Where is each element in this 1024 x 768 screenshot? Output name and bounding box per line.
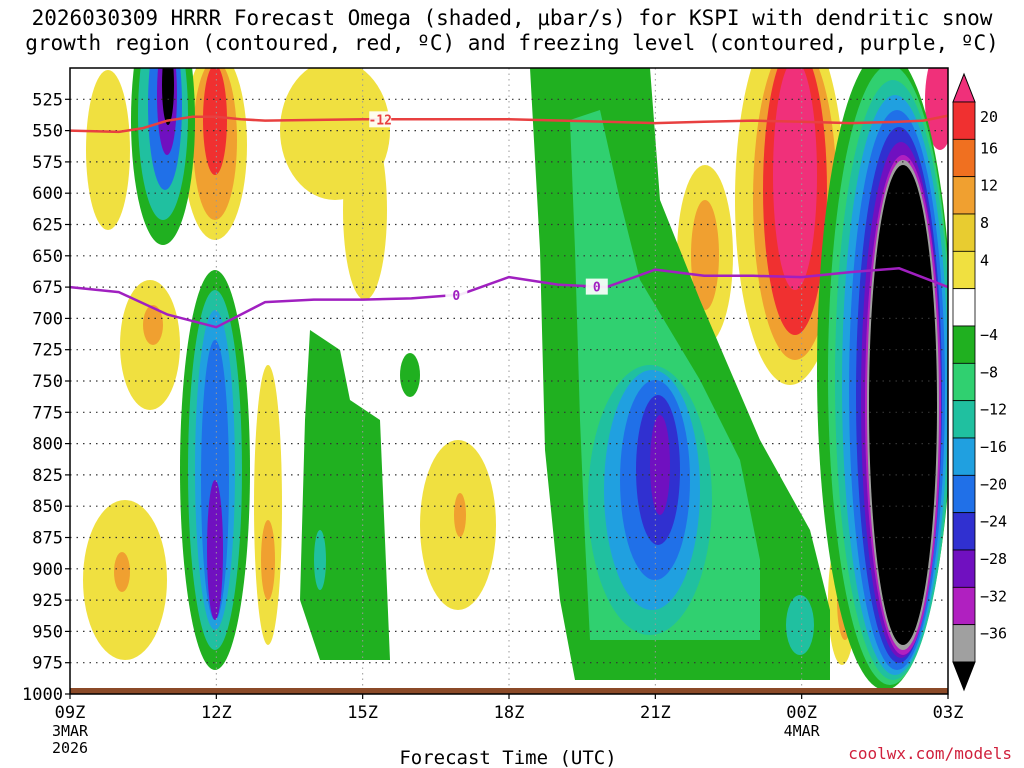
colorbar-swatch xyxy=(952,138,976,178)
y-tick-label: 800 xyxy=(32,435,63,455)
contour-label-bg xyxy=(369,111,392,128)
colorbar-label: −12 xyxy=(980,401,1007,419)
y-axis: 525 550 575 600 625 650 675 700 725 750 775 800 825 8… xyxy=(22,90,70,705)
colorbar-swatch xyxy=(952,288,976,327)
colorbar-swatch xyxy=(952,512,976,551)
colorbar-label: 8 xyxy=(980,214,989,232)
colorbar-arrow-bottom xyxy=(952,661,976,692)
colorbar-label: −8 xyxy=(980,363,998,381)
omega-positive-regions xyxy=(83,68,948,665)
colorbar-arrow-top xyxy=(952,72,976,103)
contour-line xyxy=(69,114,949,134)
colorbar-label: 20 xyxy=(980,108,998,126)
y-tick-label: 975 xyxy=(32,654,63,674)
x-tick-label: 03Z xyxy=(933,703,964,723)
chart-title-line-1: 2026030309 HRRR Forecast Omega (shaded, … xyxy=(31,6,993,30)
colorbar-swatch xyxy=(952,624,976,663)
contour-label-bg xyxy=(585,278,608,295)
colorbar-label: −28 xyxy=(980,550,1007,568)
y-tick-label: 750 xyxy=(32,372,63,392)
contour-label-bg xyxy=(445,286,468,303)
colorbar-swatch xyxy=(952,474,976,514)
contour-lines: -12 0 0 xyxy=(69,111,949,329)
x-tick-label: 15Z xyxy=(347,703,378,723)
y-tick-label: 675 xyxy=(32,278,63,298)
colorbar-swatch xyxy=(952,549,976,588)
colorbar-swatch xyxy=(952,586,976,626)
y-tick-label: 1000 xyxy=(22,685,63,705)
x-tick-label: 12Z xyxy=(201,703,232,723)
y-tick-label: 775 xyxy=(32,403,63,423)
colorbar-swatch xyxy=(952,325,976,364)
y-tick-label: 725 xyxy=(32,341,63,361)
y-tick-label: 875 xyxy=(32,529,63,549)
y-tick-label: 700 xyxy=(32,309,63,329)
colorbar: 20 16 12 8 4 −4 −8 −12 −16 −20 −24 −28 −32 −36 xyxy=(952,72,1007,692)
credit-link[interactable]: coolwx.com/models xyxy=(848,744,1012,763)
colorbar-swatch xyxy=(952,437,976,476)
contour-line xyxy=(69,267,949,329)
contour-label: -12 xyxy=(368,113,391,128)
colorbar-label: −32 xyxy=(980,587,1007,605)
y-tick-label: 550 xyxy=(32,122,63,142)
x-tick-label: 00Z xyxy=(786,703,817,723)
colorbar-label: 12 xyxy=(980,177,998,195)
colorbar-swatch xyxy=(952,101,976,140)
chart-title-line-2: growth region (contoured, red, ºC) and f… xyxy=(25,31,999,55)
colorbar-label: −4 xyxy=(980,326,998,344)
colorbar-label: −24 xyxy=(980,513,1007,531)
colorbar-label: 4 xyxy=(980,251,989,269)
y-tick-label: 650 xyxy=(32,247,63,267)
contour-label: 0 xyxy=(452,289,460,304)
colorbar-label: −16 xyxy=(980,438,1007,456)
y-tick-label: 900 xyxy=(32,560,63,580)
x-tick-date: 4MAR xyxy=(784,722,821,740)
colorbar-swatch xyxy=(952,362,976,402)
y-tick-label: 600 xyxy=(32,184,63,204)
x-tick-label: 09Z xyxy=(55,703,86,723)
x-tick-label: 18Z xyxy=(494,703,525,723)
x-tick-label: 21Z xyxy=(640,703,671,723)
colorbar-swatch xyxy=(952,400,976,439)
x-tick-year: 2026 xyxy=(52,739,88,757)
y-tick-label: 850 xyxy=(32,497,63,517)
y-tick-label: 575 xyxy=(32,153,63,173)
colorbar-label: −36 xyxy=(980,625,1007,643)
omega-negative-regions xyxy=(131,68,948,690)
x-tick-date: 3MAR xyxy=(52,722,89,740)
omega-shaded-field xyxy=(83,68,948,690)
colorbar-swatch xyxy=(952,213,976,252)
y-tick-label: 525 xyxy=(32,90,63,110)
colorbar-swatch xyxy=(952,176,976,215)
y-tick-label: 825 xyxy=(32,466,63,486)
colorbar-swatch xyxy=(952,250,976,290)
colorbar-label: −20 xyxy=(980,475,1007,493)
x-axis-label: Forecast Time (UTC) xyxy=(399,747,616,768)
contour-label: 0 xyxy=(593,281,601,296)
y-tick-label: 625 xyxy=(32,216,63,236)
ground-strip xyxy=(70,688,948,694)
y-tick-label: 950 xyxy=(32,622,63,642)
y-tick-label: 925 xyxy=(32,591,63,611)
colorbar-label: 16 xyxy=(980,139,998,157)
